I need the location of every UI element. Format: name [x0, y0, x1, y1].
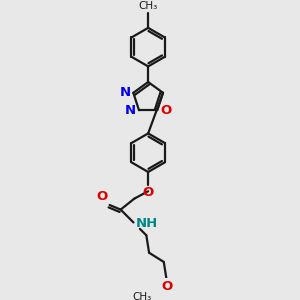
Text: CH₃: CH₃: [139, 1, 158, 11]
Text: N: N: [125, 104, 136, 117]
Text: O: O: [97, 190, 108, 203]
Text: N: N: [119, 86, 130, 99]
Text: O: O: [160, 104, 171, 117]
Text: O: O: [161, 280, 172, 293]
Text: NH: NH: [136, 217, 158, 230]
Text: O: O: [142, 186, 154, 199]
Text: CH₃: CH₃: [133, 292, 152, 300]
